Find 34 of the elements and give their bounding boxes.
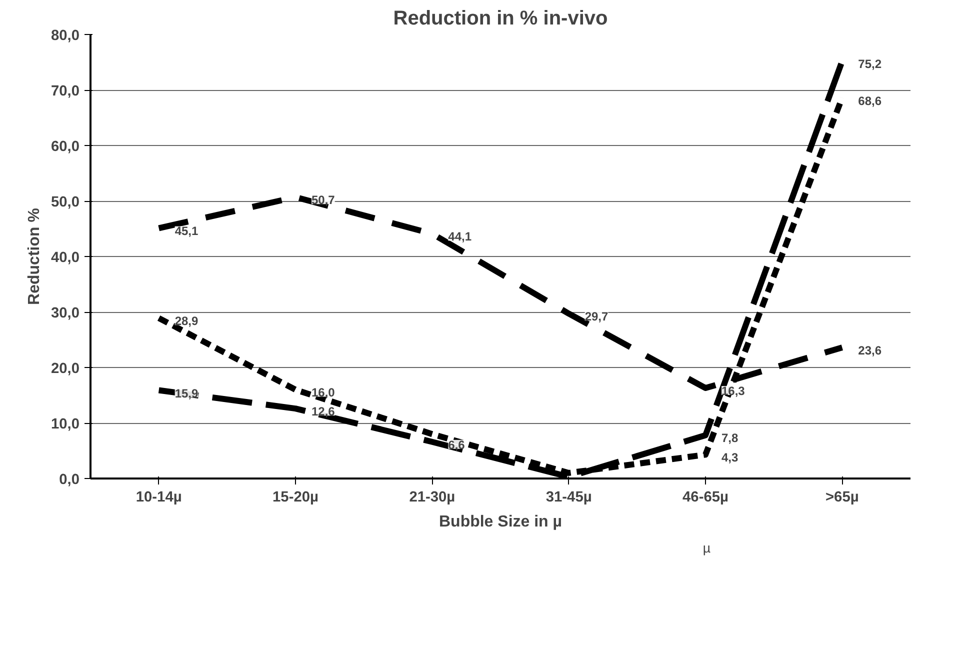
data-label: 29,7: [584, 310, 609, 324]
text: µ: [702, 540, 711, 556]
data-label: 15,9: [174, 386, 199, 400]
data-label: 23,6: [858, 344, 882, 358]
data-label: 12,6: [312, 404, 336, 419]
data-label: 75,2: [858, 57, 882, 72]
y-tick-label: 40,0: [50, 250, 80, 266]
data-label: 6,6: [448, 438, 466, 452]
data-label: 44,1: [448, 230, 472, 244]
x-tick-label: 10-14µ: [136, 490, 182, 506]
data-label: 16,0: [312, 386, 336, 400]
data-label: 28,9: [174, 314, 199, 328]
y-tick-label: 70,0: [50, 84, 80, 100]
data-label: 50,7: [312, 193, 336, 208]
x-tick-label: 31-45µ: [546, 490, 592, 506]
x-tick-label: 46-65µ: [682, 490, 728, 506]
y-tick-label: 20,0: [50, 361, 80, 377]
x-tick-label: 15-20µ: [272, 490, 318, 506]
chart-title: Reduction in % in-vivo: [393, 8, 608, 30]
data-label: 68,6: [858, 94, 882, 108]
y-tick-label: 30,0: [50, 306, 80, 322]
y-tick-label: 80,0: [50, 28, 80, 44]
y-tick-label: 50,0: [50, 194, 80, 210]
y-tick-label: 60,0: [50, 139, 80, 155]
data-label: 16,3: [722, 384, 746, 398]
data-label: 45,1: [174, 224, 199, 238]
y-tick-label: 10,0: [50, 416, 80, 432]
x-tick-label: >65µ: [826, 490, 859, 506]
y-axis-title: Reduction %: [26, 208, 43, 305]
y-tick-label: 0,0: [59, 472, 80, 488]
x-axis-title: Bubble Size in µ: [438, 514, 562, 530]
x-tick-label: 21-30µ: [409, 490, 456, 506]
data-label: 4,3: [722, 450, 739, 465]
data-label: 7,8: [722, 431, 739, 446]
